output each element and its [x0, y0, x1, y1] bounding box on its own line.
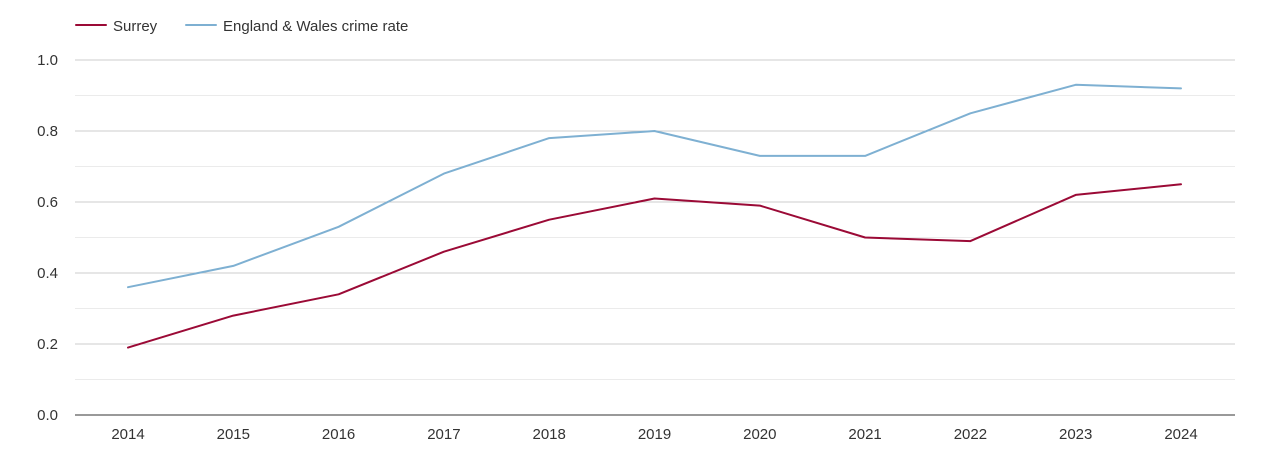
x-axis-tick-labels: 2014 2015 2016 2017 2018 2019 2020 2021 2022 2023…	[111, 426, 1197, 443]
y-tick-label: 0.6	[37, 194, 58, 211]
series-line-england-wales-crime-rate	[127, 83, 1182, 289]
x-tick-label: 2022	[954, 426, 987, 443]
x-tick-label: 2021	[848, 426, 881, 443]
y-tick-label: 0.4	[37, 265, 58, 282]
x-tick-label: 2018	[533, 426, 566, 443]
x-tick-label: 2017	[427, 426, 460, 443]
x-tick-label: 2015	[217, 426, 250, 443]
legend-label-england-wales: England & Wales crime rate	[223, 18, 408, 35]
x-tick-label: 2014	[111, 426, 144, 443]
x-tick-label: 2023	[1059, 426, 1092, 443]
x-tick-label: 2024	[1164, 426, 1197, 443]
x-tick-label: 2019	[638, 426, 671, 443]
legend-label-surrey: Surrey	[113, 18, 158, 35]
legend: Surrey England & Wales crime rate	[75, 18, 408, 35]
series-lines	[127, 83, 1182, 349]
y-tick-label: 0.0	[37, 407, 58, 424]
y-tick-label: 0.8	[37, 123, 58, 140]
x-tick-label: 2020	[743, 426, 776, 443]
y-tick-label: 1.0	[37, 52, 58, 69]
gridlines	[75, 59, 1235, 380]
y-axis-tick-labels: 0.0 0.2 0.4 0.6 0.8 1.0	[37, 52, 58, 424]
series-line-surrey	[127, 183, 1182, 349]
y-tick-label: 0.2	[37, 336, 58, 353]
x-tick-label: 2016	[322, 426, 355, 443]
